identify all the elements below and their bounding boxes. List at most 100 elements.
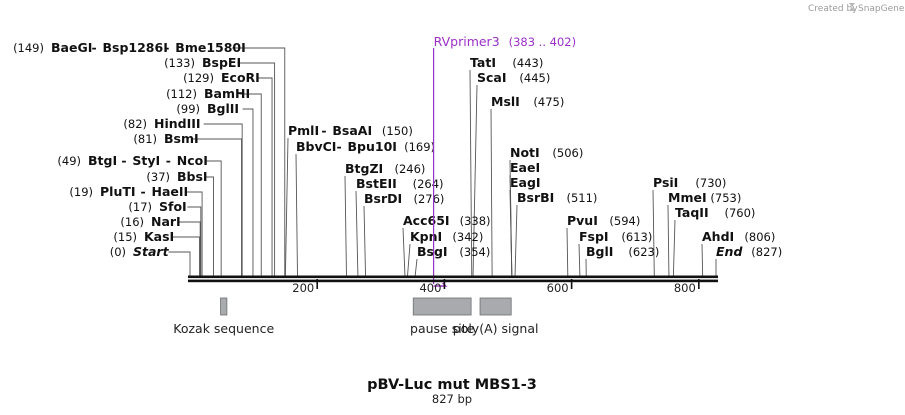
site-leader-line xyxy=(256,77,273,276)
site-label-eaei: EaeI xyxy=(510,160,540,175)
site-name: EaeI xyxy=(510,160,540,175)
site-position: (0) xyxy=(110,245,126,259)
site-name: ScaI xyxy=(477,70,507,85)
site-name: BsmI xyxy=(164,131,199,146)
site-name: KpnI xyxy=(410,229,442,244)
site-position: (443) xyxy=(512,56,543,70)
site-position: (276) xyxy=(414,192,445,206)
site-name: FspI xyxy=(579,229,609,244)
site-name-separator: - xyxy=(92,40,97,55)
site-position: (613) xyxy=(621,230,652,244)
site-name: MmeI xyxy=(668,190,707,205)
site-label-ecori: EcoRI (129) xyxy=(183,70,260,85)
site-name: BtgZI xyxy=(345,161,383,176)
site-name: NcoI xyxy=(177,153,208,168)
site-name: TatI xyxy=(470,55,496,70)
site-name: Bpu10I xyxy=(348,139,397,154)
feature-pause-site xyxy=(412,297,472,316)
site-position: (445) xyxy=(519,71,550,85)
site-leader-line xyxy=(472,84,478,277)
site-label-bsrbi: BsrBI (511) xyxy=(517,190,597,205)
site-leader-line xyxy=(672,219,676,277)
site-position: (827) xyxy=(751,245,782,259)
feature-kozak-sequence xyxy=(220,297,228,316)
site-position: (806) xyxy=(744,230,775,244)
site-name: BspEI xyxy=(202,55,241,70)
site-leader-line xyxy=(237,62,276,276)
site-label-bspei: BspEI (133) xyxy=(164,55,241,70)
site-leader-line xyxy=(667,204,670,277)
feature-label: poly(A) signal xyxy=(453,321,539,336)
site-name-separator: - xyxy=(141,184,146,199)
ruler-tick-label: 800 xyxy=(674,281,696,295)
site-position: (129) xyxy=(183,71,214,85)
map-length: 827 bp xyxy=(432,392,472,406)
site-label-fspi: FspI (613) xyxy=(579,229,652,244)
site-label-eagi: EagI xyxy=(510,175,541,190)
site-leader-line xyxy=(414,258,418,277)
site-label-baegi: BaeGI - Bsp1286I- Bme1580I(149) xyxy=(13,40,246,55)
site-label-scai: ScaI (445) xyxy=(477,70,550,85)
site-name: Start xyxy=(133,244,170,259)
site-leader-line xyxy=(205,160,222,276)
site-label-bsmi: BsmI (81) xyxy=(133,131,198,146)
primer-name: RVprimer3 xyxy=(434,34,500,49)
site-label-pluti: PluTI - HaeII (19) xyxy=(69,184,188,199)
site-leader-line xyxy=(469,69,473,277)
site-label-ahdi: AhdI (806) xyxy=(702,229,775,244)
site-labels: BaeGI - Bsp1286I- Bme1580I(149)BspEI(133)Ec… xyxy=(13,40,782,259)
site-name: BsaAI xyxy=(332,123,372,138)
site-name: BbvCI xyxy=(296,139,336,154)
site-label-acc65i: Acc65I (338) xyxy=(403,213,491,228)
site-name: Bme1580I xyxy=(175,40,245,55)
map-title: pBV-Luc mut MBS1-3 xyxy=(367,377,537,393)
site-label-bgli: BglI (623) xyxy=(586,244,659,259)
site-label-kasi: KasI (15) xyxy=(113,229,174,244)
site-label-bbsi: BbsI (37) xyxy=(146,169,207,184)
site-position: (338) xyxy=(460,214,491,228)
site-leader-line xyxy=(179,221,201,276)
site-name: NotI xyxy=(510,145,540,160)
site-label-bsgi: BsgI (354) xyxy=(417,244,490,259)
site-label-pmli: PmlI - BsaAI (150) xyxy=(288,123,413,138)
site-name: PmlI xyxy=(288,123,319,138)
site-name: End xyxy=(716,244,743,259)
site-name: BtgI xyxy=(88,153,117,168)
site-leader-line xyxy=(490,108,493,277)
site-name: TaqII xyxy=(675,205,709,220)
site-label-btgi: BtgI - StyI - NcoI(49) xyxy=(57,153,208,168)
site-label-psii: PsiI (730) xyxy=(653,175,726,190)
site-position: (753) xyxy=(710,191,741,205)
site-name: PvuI xyxy=(567,213,598,228)
site-label-hindiii: HindIII (82) xyxy=(123,116,200,131)
site-name: BsrBI xyxy=(517,190,554,205)
site-leader-line xyxy=(407,243,411,277)
site-leader-line xyxy=(566,227,569,277)
site-name: Bsp1286I xyxy=(103,40,168,55)
site-leaders xyxy=(168,47,717,277)
credit: Created by SnapGene xyxy=(808,3,905,14)
site-position: (730) xyxy=(695,176,726,190)
site-name: KasI xyxy=(144,229,174,244)
site-position: (511) xyxy=(567,191,598,205)
site-label-bsteii: BstEII (264) xyxy=(356,176,444,191)
site-position: (506) xyxy=(552,146,583,160)
site-name: HaeII xyxy=(152,184,189,199)
site-position: (354) xyxy=(459,245,490,259)
site-label-noti: NotI (506) xyxy=(510,145,583,160)
site-leader-line xyxy=(187,191,203,276)
site-name: Acc65I xyxy=(403,213,450,228)
site-position: (81) xyxy=(133,132,157,146)
site-label-mmei: MmeI (753) xyxy=(668,190,741,205)
site-name-separator: - xyxy=(321,123,326,138)
feature-poly-a-signal xyxy=(479,297,512,316)
ruler-tick-label: 600 xyxy=(547,281,569,295)
site-position: (19) xyxy=(69,185,93,199)
site-position: (16) xyxy=(120,215,144,229)
site-label-bglii: BglII (99) xyxy=(176,101,239,116)
site-label-kpni: KpnI (342) xyxy=(410,229,483,244)
site-leader-line xyxy=(187,206,202,276)
site-position: (112) xyxy=(166,87,197,101)
site-position: (594) xyxy=(609,214,640,228)
